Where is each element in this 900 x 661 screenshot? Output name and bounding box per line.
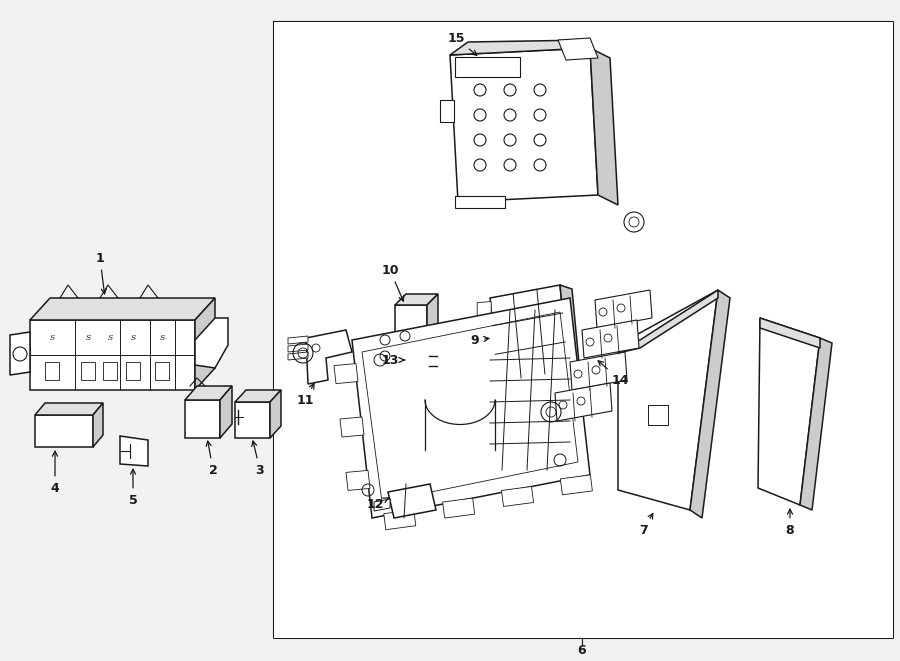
Text: S: S: [50, 334, 55, 342]
Polygon shape: [195, 298, 215, 390]
Bar: [455, 196, 505, 208]
Polygon shape: [93, 403, 103, 447]
Polygon shape: [450, 40, 590, 55]
Polygon shape: [346, 471, 370, 490]
Polygon shape: [618, 290, 718, 353]
Text: S: S: [130, 334, 136, 342]
Text: 10: 10: [382, 264, 404, 301]
Polygon shape: [561, 475, 592, 495]
Polygon shape: [558, 38, 598, 60]
Polygon shape: [374, 499, 390, 511]
Polygon shape: [340, 417, 364, 437]
Polygon shape: [306, 330, 352, 384]
Polygon shape: [352, 298, 590, 518]
Polygon shape: [185, 386, 232, 400]
Text: 9: 9: [471, 334, 489, 346]
Polygon shape: [582, 320, 639, 358]
Polygon shape: [220, 386, 232, 438]
Polygon shape: [30, 298, 215, 320]
Polygon shape: [35, 403, 103, 415]
Polygon shape: [618, 290, 718, 510]
Polygon shape: [120, 436, 148, 466]
Bar: [103, 362, 117, 380]
Bar: [126, 362, 140, 380]
Bar: [455, 57, 520, 77]
Polygon shape: [235, 390, 281, 402]
Polygon shape: [480, 325, 493, 342]
Text: 12: 12: [366, 498, 389, 512]
Polygon shape: [595, 290, 652, 328]
Polygon shape: [403, 350, 429, 372]
Bar: [274, 22, 893, 638]
Bar: [648, 405, 668, 425]
Polygon shape: [690, 290, 730, 518]
Text: 3: 3: [252, 441, 265, 477]
Text: 8: 8: [786, 509, 795, 537]
Polygon shape: [427, 294, 438, 337]
Text: S: S: [107, 334, 112, 342]
Polygon shape: [560, 285, 580, 374]
Polygon shape: [388, 484, 436, 518]
Text: S: S: [159, 334, 165, 342]
Polygon shape: [450, 48, 598, 202]
Polygon shape: [758, 318, 820, 505]
Text: 7: 7: [639, 514, 652, 537]
Bar: [81, 362, 95, 380]
Polygon shape: [288, 352, 308, 360]
Text: 2: 2: [206, 441, 218, 477]
Polygon shape: [482, 347, 496, 365]
Polygon shape: [501, 486, 534, 506]
Text: 4: 4: [50, 451, 59, 494]
Polygon shape: [590, 48, 618, 205]
Text: 5: 5: [129, 469, 138, 506]
Circle shape: [13, 347, 27, 361]
Text: S: S: [86, 334, 91, 342]
Polygon shape: [30, 320, 195, 390]
Text: 14: 14: [598, 361, 629, 387]
Text: 15: 15: [447, 32, 477, 56]
Text: 6: 6: [578, 644, 586, 656]
Text: 13: 13: [382, 354, 404, 366]
Polygon shape: [195, 318, 228, 368]
Text: 1: 1: [95, 251, 106, 294]
Bar: [45, 362, 59, 380]
Polygon shape: [760, 318, 820, 348]
Polygon shape: [477, 301, 491, 320]
Polygon shape: [334, 364, 358, 383]
Polygon shape: [800, 338, 832, 510]
Polygon shape: [288, 336, 308, 344]
Polygon shape: [10, 332, 30, 375]
Polygon shape: [555, 383, 612, 421]
Polygon shape: [288, 344, 308, 352]
Text: 11: 11: [296, 383, 314, 407]
Bar: [440, 100, 454, 122]
Polygon shape: [270, 390, 281, 438]
Polygon shape: [490, 285, 568, 382]
Polygon shape: [185, 400, 220, 438]
Polygon shape: [35, 415, 93, 447]
Polygon shape: [395, 305, 427, 337]
Polygon shape: [235, 402, 270, 438]
Polygon shape: [395, 294, 438, 305]
Polygon shape: [383, 510, 416, 529]
Polygon shape: [570, 352, 627, 390]
Polygon shape: [443, 498, 474, 518]
Bar: [155, 362, 169, 380]
